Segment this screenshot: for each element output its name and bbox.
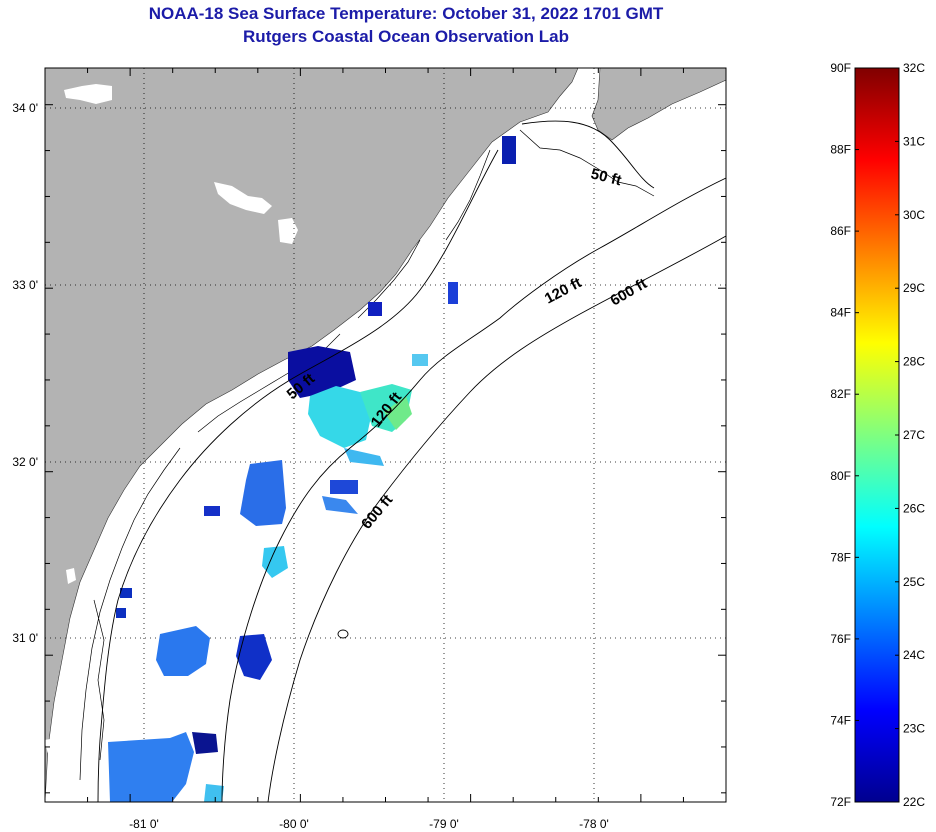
colorbar: 90F 88F 86F 84F 82F 80F 78F 76F 74F 72F 32C 31C 30C…: [830, 61, 925, 809]
colorbar-f-label: 78F: [830, 550, 851, 564]
lat-label: 32 0': [12, 455, 38, 469]
colorbar-c-label: 25C: [903, 575, 925, 589]
sst-patch: [108, 732, 194, 802]
contour-50ft: [97, 120, 655, 802]
colorbar-f-label: 80F: [830, 469, 851, 483]
sst-patch: [120, 588, 132, 598]
sst-patch: [262, 546, 288, 578]
colorbar-f-label: 88F: [830, 143, 851, 157]
sst-patch: [368, 302, 382, 316]
sst-patch: [412, 354, 428, 366]
colorbar-c-label: 27C: [903, 428, 925, 442]
contour-island: [337, 629, 349, 639]
sst-patch: [204, 784, 224, 802]
colorbar-c-label: 22C: [903, 795, 925, 809]
contour-120ft: [221, 177, 726, 802]
lon-label: -80 0': [279, 817, 309, 831]
colorbar-fahrenheit-labels: 90F 88F 86F 84F 82F 80F 78F 76F 74F 72F: [830, 61, 859, 809]
land-northeast: [591, 68, 726, 141]
grid: [45, 68, 726, 802]
coastline-detail: [79, 129, 655, 781]
sst-patch: [502, 136, 516, 164]
colorbar-f-label: 90F: [830, 61, 851, 75]
colorbar-c-label: 30C: [903, 208, 925, 222]
colorbar-f-label: 82F: [830, 387, 851, 401]
colorbar-c-label: 23C: [903, 722, 925, 736]
colorbar-f-label: 84F: [830, 306, 851, 320]
contour-600ft: [267, 235, 726, 802]
lat-label: 34 0': [12, 101, 38, 115]
sst-patch: [330, 480, 358, 494]
colorbar-gradient: [854, 67, 900, 803]
sst-data: [108, 136, 516, 802]
sst-patch: [204, 506, 220, 516]
colorbar-f-label: 74F: [830, 713, 851, 727]
lon-label: -81 0': [129, 817, 159, 831]
bathymetry-contours: [97, 120, 726, 802]
lon-label: -78 0': [579, 817, 609, 831]
colorbar-f-label: 86F: [830, 224, 851, 238]
lat-label: 31 0': [12, 631, 38, 645]
land-mainland: [45, 68, 579, 802]
contour-label-50ft-north: 50 ft: [589, 165, 623, 189]
map-title: NOAA-18 Sea Surface Temperature: October…: [148, 4, 664, 23]
sst-patch: [344, 448, 384, 466]
colorbar-c-label: 32C: [903, 61, 925, 75]
sst-patch: [116, 608, 126, 618]
sst-patch: [240, 460, 286, 526]
colorbar-c-label: 28C: [903, 355, 925, 369]
colorbar-f-label: 72F: [830, 795, 851, 809]
colorbar-celsius-labels: 32C 31C 30C 29C 28C 27C 26C 25C 24C 23C 22C: [895, 61, 925, 809]
sst-patch: [308, 386, 372, 448]
colorbar-f-label: 76F: [830, 632, 851, 646]
lat-label: 33 0': [12, 278, 38, 292]
sst-patch: [448, 282, 458, 304]
colorbar-c-label: 31C: [903, 134, 925, 148]
colorbar-c-label: 26C: [903, 501, 925, 515]
colorbar-c-label: 24C: [903, 648, 925, 662]
sst-patch: [156, 626, 210, 676]
sst-patch: [384, 396, 412, 430]
sst-patch: [192, 732, 218, 754]
sst-patch: [236, 634, 272, 680]
sst-patch: [288, 346, 356, 398]
sst-patch: [322, 496, 358, 514]
colorbar-c-label: 29C: [903, 281, 925, 295]
map-frame: [45, 68, 726, 802]
lon-label: -79 0': [429, 817, 459, 831]
axis-ticks: [44, 68, 727, 802]
map-subtitle: Rutgers Coastal Ocean Observation Lab: [243, 27, 569, 46]
